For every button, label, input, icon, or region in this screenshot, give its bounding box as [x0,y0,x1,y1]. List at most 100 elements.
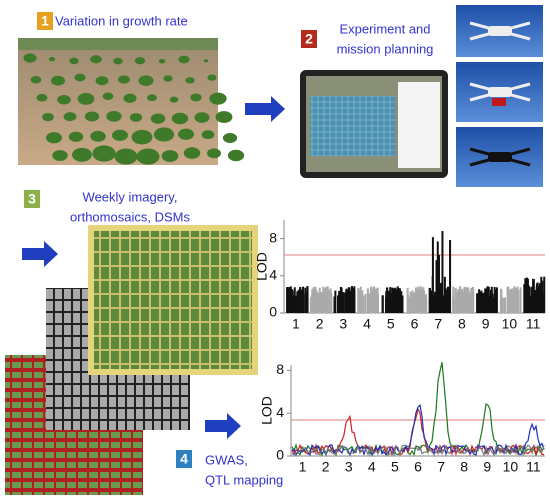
step-badge [37,12,53,30]
plant [92,145,116,162]
manhattan-dots [486,286,489,313]
manhattan-dots [295,296,298,313]
plant [113,57,123,65]
manhattan-dots [387,290,390,313]
y-tick-label: 0 [269,304,277,320]
manhattan-dots [310,295,313,313]
drone-arm [469,82,531,102]
plant [123,93,137,103]
manhattan-dots [334,290,337,313]
manhattan-dots [395,288,398,313]
arrows [22,96,285,439]
plant [23,53,37,63]
manhattan-dots [353,291,356,313]
manhattan-dots [316,293,319,313]
manhattan-dots [367,296,370,313]
manhattan-dots [525,280,528,313]
manhattan-dots [439,282,442,313]
arrow [22,241,58,267]
manhattan-dots [413,297,416,313]
manhattan-dots [329,288,332,313]
plant [68,131,84,142]
manhattan-dots [449,240,452,313]
plant [42,112,54,122]
plant [163,75,173,82]
manhattan-dots [374,295,377,313]
step-badge [301,30,317,48]
plants [23,53,245,165]
manhattan-dots [476,296,479,313]
step-number: 4 [180,451,188,467]
manhattan-dots [492,297,495,313]
manhattan-dots [406,294,409,313]
step-number: 3 [28,191,36,207]
manhattan-dots [494,289,497,313]
plant [169,96,179,103]
plant [48,57,56,62]
manhattan-dots [536,292,539,313]
manhattan-dots [368,293,371,313]
manhattan-dots [323,291,326,313]
manhattan-dots [397,288,400,313]
plant [183,147,201,159]
plant [177,128,195,140]
step-label: orthomosaics, DSMs [70,209,190,224]
manhattan-dots [417,291,420,313]
x-tick-label: 6 [414,459,422,475]
step-label: Experiment and [339,21,430,36]
plant [201,130,215,140]
manhattan-dots [357,287,360,313]
manhattan-dots [391,295,394,313]
manhattan-dots [528,286,531,313]
plant [112,129,128,141]
manhattan-dots [322,286,325,313]
plant [90,55,102,64]
manhattan-dots [318,287,321,313]
manhattan-dots [381,295,384,313]
manhattan-dots [506,287,509,313]
x-tick-label: 6 [411,316,419,332]
x-tick-label: 4 [368,459,376,475]
manhattan-dots [541,280,544,313]
manhattan-dots [392,296,395,313]
step-label: Weekly imagery, [83,189,178,204]
manhattan-dots [345,296,348,313]
manhattan-dots [458,288,461,313]
plant [185,77,195,84]
manhattan-dots [472,286,475,313]
plant [106,110,122,122]
flight-grid [310,96,395,156]
plant [30,75,42,84]
manhattan-dots [373,295,376,313]
y-axis-label: LOD [254,252,270,281]
x-tick-label: 2 [322,459,330,475]
manhattan-dots [389,287,392,313]
plant [161,150,179,162]
x-tick-label: 8 [460,459,468,475]
manhattan-dots [401,295,404,313]
manhattan-dots [314,286,317,313]
manhattan-dots [523,284,526,313]
manhattan-dots [434,291,437,313]
step-badge [24,190,40,208]
manhattan-dots [499,297,502,313]
manhattan-dots [361,290,364,313]
manhattan-dots [428,288,431,313]
manhattan-dots [344,292,347,313]
plant [129,113,143,122]
manhattan-dots [364,293,367,313]
manhattan-dots [422,290,425,313]
manhattan-dots [371,290,374,313]
plant [215,111,233,123]
manhattan-dots [519,287,522,313]
manhattan-dots [340,289,343,313]
manhattan-dots [436,241,439,313]
plant [131,129,153,145]
manhattan-dots [424,294,427,313]
x-tick-label: 9 [483,459,491,475]
manhattan-dots [490,296,493,313]
manhattan-dots [297,291,300,313]
manhattan-dots [517,297,520,313]
manhattan-dots [290,294,293,313]
